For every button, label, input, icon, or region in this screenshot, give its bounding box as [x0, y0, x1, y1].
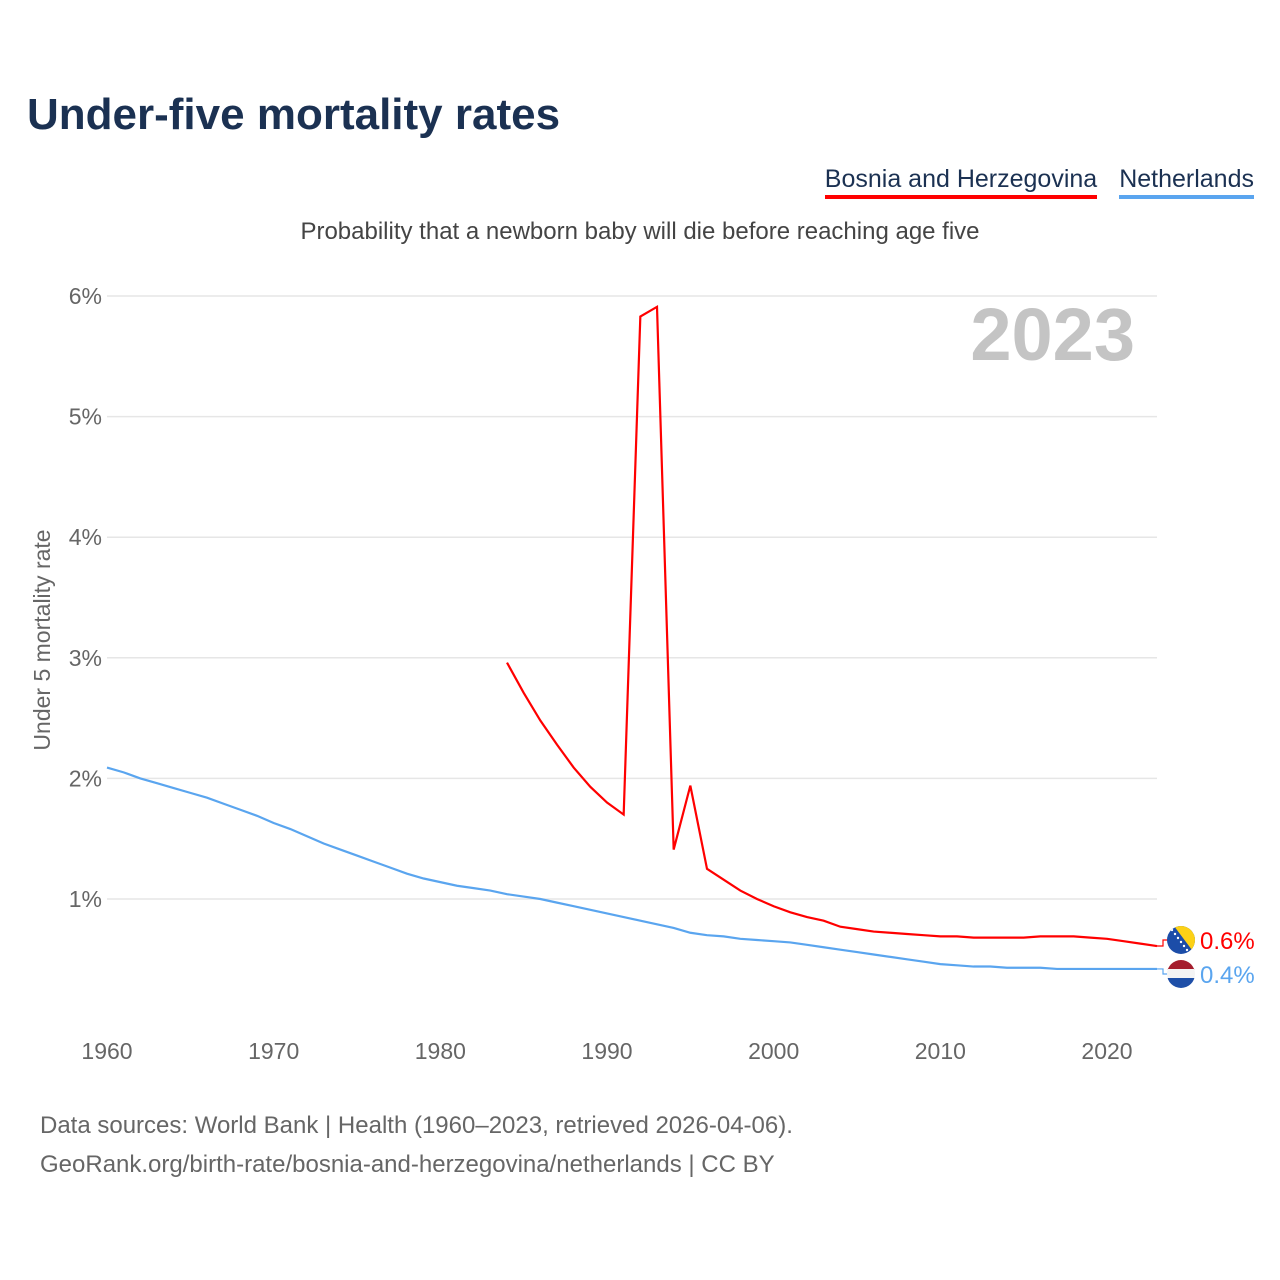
end-value-label: 0.4% — [1200, 962, 1255, 989]
legend-item-netherlands[interactable]: Netherlands — [1119, 165, 1254, 199]
x-tick-label: 1960 — [81, 1038, 132, 1064]
x-tick-label: 2020 — [1081, 1038, 1132, 1064]
series-line-netherlands — [106, 766, 1157, 971]
y-axis-label: Under 5 mortality rate — [29, 529, 55, 750]
netherlands-flag-icon — [1167, 960, 1195, 988]
bosnia-flag-icon — [1167, 926, 1195, 954]
chart-subtitle: Probability that a newborn baby will die… — [300, 218, 980, 245]
y-tick-label: 5% — [69, 404, 102, 430]
footer: Data sources: World Bank | Health (1960–… — [40, 1106, 793, 1184]
end-connector — [1157, 968, 1168, 975]
x-tick-label: 1990 — [581, 1038, 632, 1064]
series-line-bosnia — [506, 304, 1158, 948]
end-connector — [1157, 939, 1168, 947]
end-value-label: 0.6% — [1200, 928, 1255, 955]
chart-title: Under-five mortality rates — [27, 90, 561, 139]
source-link[interactable]: GeoRank.org/birth-rate/bosnia-and-herzeg… — [40, 1151, 775, 1178]
y-tick-label: 2% — [69, 765, 102, 791]
y-tick-label: 1% — [69, 886, 102, 912]
data-source: Data sources: World Bank | Health (1960–… — [40, 1112, 793, 1139]
x-tick-label: 1980 — [415, 1038, 466, 1064]
x-tick-label: 2000 — [748, 1038, 799, 1064]
x-tick-label: 1970 — [248, 1038, 299, 1064]
x-tick-label: 2010 — [915, 1038, 966, 1064]
year-watermark: 2023 — [970, 293, 1135, 376]
legend: Bosnia and Herzegovina Netherlands — [824, 165, 1254, 199]
y-tick-label: 4% — [69, 524, 102, 550]
legend-item-bosnia[interactable]: Bosnia and Herzegovina — [824, 165, 1098, 199]
y-tick-label: 6% — [69, 283, 102, 309]
y-tick-label: 3% — [69, 645, 102, 671]
